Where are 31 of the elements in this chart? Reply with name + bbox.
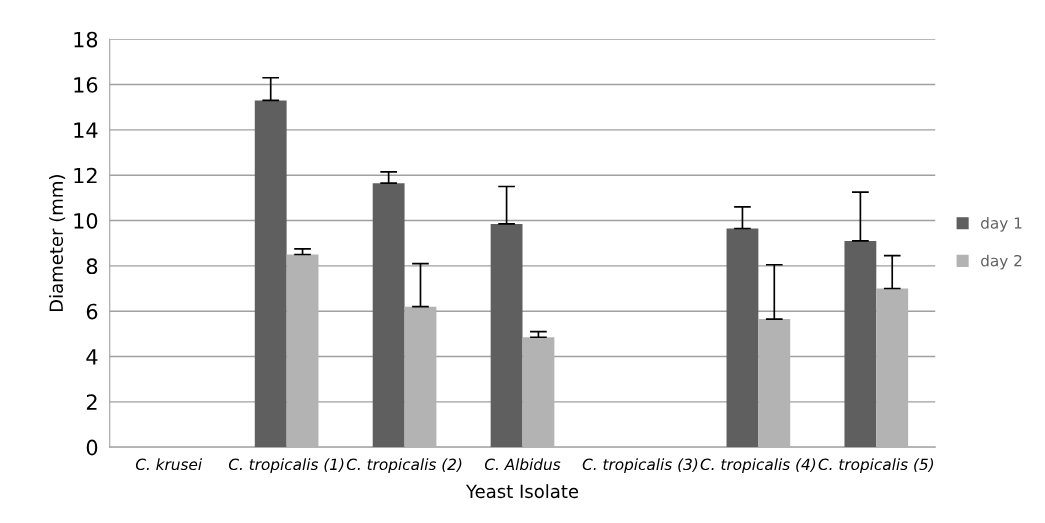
x-tick-label: C. tropicalis (2) <box>346 458 462 474</box>
bar <box>490 223 523 448</box>
y-tick-label: 18 <box>74 31 98 48</box>
x-tick-label: C. tropicalis (4) <box>700 458 816 474</box>
y-tick-label: 4 <box>86 349 98 365</box>
x-tick-label: C. tropicalis (3) <box>582 458 698 474</box>
x-tick-label: C. tropicalis (1) <box>228 458 344 474</box>
x-tick-label: C. krusei <box>135 458 203 471</box>
bar <box>254 100 287 448</box>
bar <box>876 288 909 448</box>
y-tick-label: 8 <box>86 258 98 275</box>
x-tick-label: C. Albidus <box>484 458 561 471</box>
y-tick-label: 14 <box>74 122 98 138</box>
bar <box>758 319 791 448</box>
y-tick-label: 0 <box>86 439 98 456</box>
legend-label: day 1 <box>981 216 1022 232</box>
bar <box>522 337 555 448</box>
bar <box>726 228 759 448</box>
x-tick-label: C. tropicalis (5) <box>818 458 934 474</box>
bar <box>844 240 877 448</box>
x-axis-title: Yeast Isolate <box>465 484 579 499</box>
bar <box>404 306 437 448</box>
y-tick-label: 10 <box>74 212 98 229</box>
legend-label: day 2 <box>981 254 1022 270</box>
y-tick-label: 12 <box>74 167 97 184</box>
y-axis-title: Diameter (mm) <box>49 175 66 312</box>
bar <box>286 254 319 448</box>
bar <box>372 183 405 448</box>
y-tick-label: 6 <box>86 303 98 320</box>
y-tick-label: 16 <box>74 77 98 93</box>
y-tick-label: 2 <box>86 394 97 410</box>
